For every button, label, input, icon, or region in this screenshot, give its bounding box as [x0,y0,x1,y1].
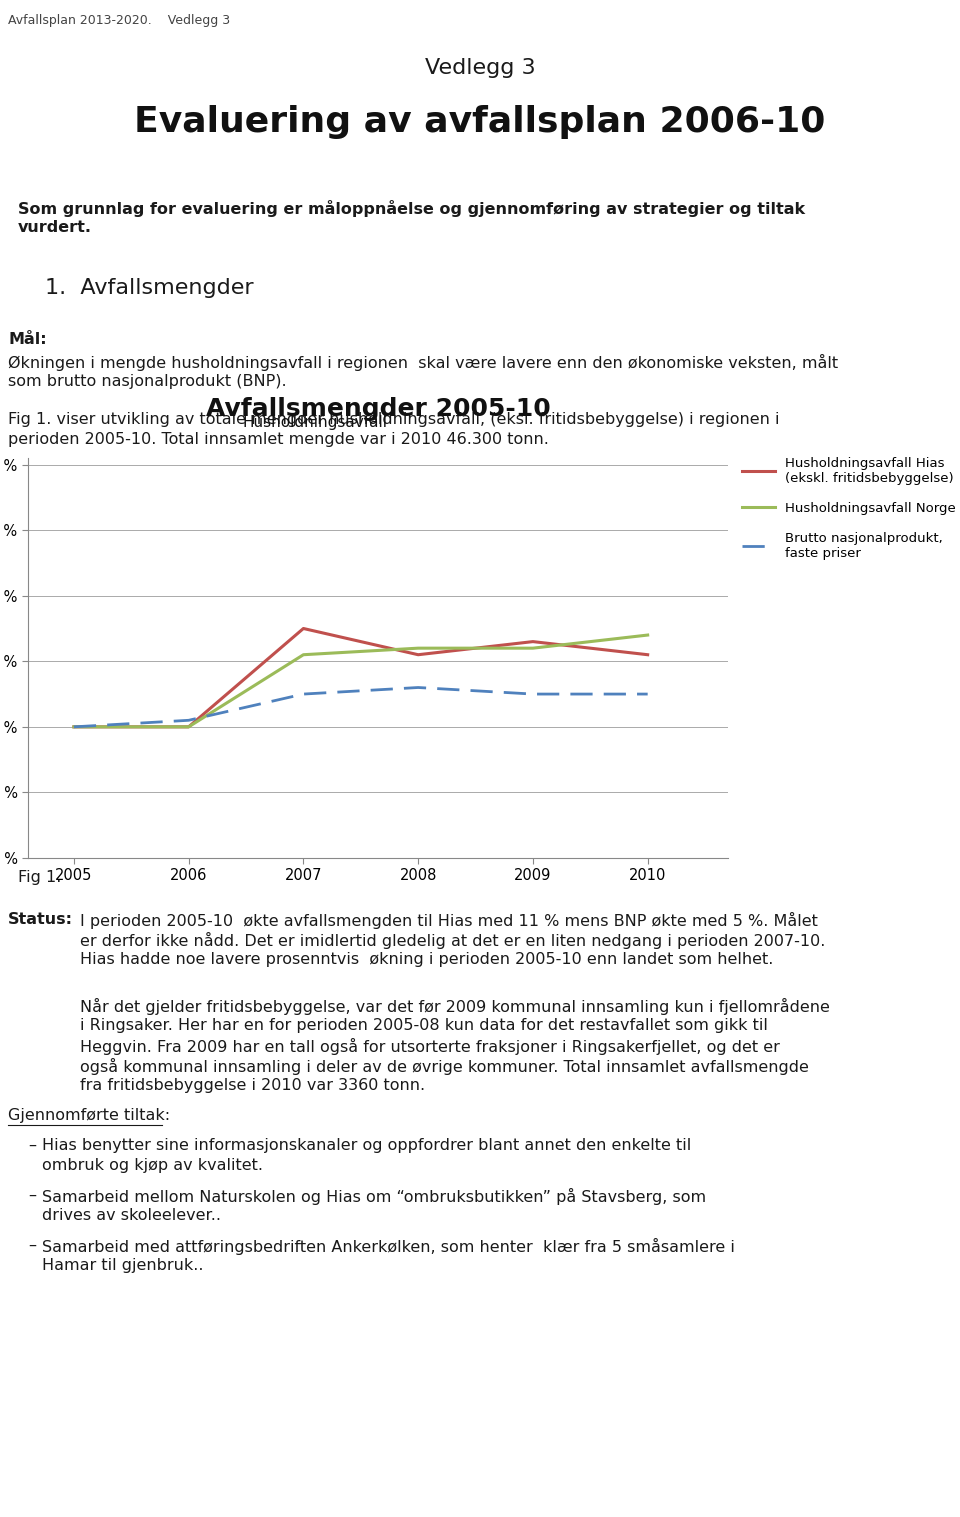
Legend: Husholdningsavfall Hias
(ekskl. fritidsbebyggelse), Husholdningsavfall Norge, Br: Husholdningsavfall Hias (ekskl. fritidsb… [741,457,956,560]
Text: Økningen i mengde husholdningsavfall i regionen  skal være lavere enn den økonom: Økningen i mengde husholdningsavfall i r… [8,353,838,372]
Text: Vedlegg 3: Vedlegg 3 [424,58,536,77]
Text: Fig 1. viser utvikling av totale mengder husholdningsavfall, (eksl. fritidsbebyg: Fig 1. viser utvikling av totale mengder… [8,413,780,426]
Text: –: – [28,1188,36,1203]
Text: Husholdningsavfall: Husholdningsavfall [243,416,388,429]
Text: er derfor ikke nådd. Det er imidlertid gledelig at det er en liten nedgang i per: er derfor ikke nådd. Det er imidlertid g… [80,931,826,950]
Text: Avfallsplan 2013-2020.    Vedlegg 3: Avfallsplan 2013-2020. Vedlegg 3 [8,14,230,27]
Text: Heggvin. Fra 2009 har en tall også for utsorterte fraksjoner i Ringsakerfjellet,: Heggvin. Fra 2009 har en tall også for u… [80,1038,780,1054]
Text: også kommunal innsamling i deler av de øvrige kommuner. Total innsamlet avfallsm: også kommunal innsamling i deler av de ø… [80,1057,809,1076]
Text: vurdert.: vurdert. [18,220,92,235]
Text: Mål:: Mål: [8,332,47,347]
Text: ombruk og kjøp av kvalitet.: ombruk og kjøp av kvalitet. [42,1157,263,1173]
Text: Gjennomførte tiltak:: Gjennomførte tiltak: [8,1107,170,1123]
Text: Evaluering av avfallsplan 2006-10: Evaluering av avfallsplan 2006-10 [134,105,826,140]
Text: Hias benytter sine informasjonskanaler og oppfordrer blant annet den enkelte til: Hias benytter sine informasjonskanaler o… [42,1138,691,1153]
Text: drives av skoleelever..: drives av skoleelever.. [42,1208,221,1223]
Text: Samarbeid mellom Naturskolen og Hias om “ombruksbutikken” på Stavsberg, som: Samarbeid mellom Naturskolen og Hias om … [42,1188,707,1204]
Text: Som grunnlag for evaluering er måloppnåelse og gjennomføring av strategier og ti: Som grunnlag for evaluering er måloppnåe… [18,200,805,217]
Title: Avfallsmengder 2005-10: Avfallsmengder 2005-10 [205,397,550,422]
Text: Når det gjelder fritidsbebyggelse, var det før 2009 kommunal innsamling kun i fj: Når det gjelder fritidsbebyggelse, var d… [80,998,829,1015]
Text: Status:: Status: [8,912,73,927]
Text: Fig 1.: Fig 1. [18,871,61,884]
Text: Hias hadde noe lavere prosenntvis  økning i perioden 2005-10 enn landet som helh: Hias hadde noe lavere prosenntvis økning… [80,953,774,966]
Text: 1.  Avfallsmengder: 1. Avfallsmengder [45,278,253,297]
Text: –: – [28,1238,36,1253]
Text: Samarbeid med attføringsbedriften Ankerkølken, som henter  klær fra 5 småsamlere: Samarbeid med attføringsbedriften Ankerk… [42,1238,734,1255]
Text: i Ringsaker. Her har en for perioden 2005-08 kun data for det restavfallet som g: i Ringsaker. Her har en for perioden 200… [80,1018,768,1033]
Text: som brutto nasjonalprodukt (BNP).: som brutto nasjonalprodukt (BNP). [8,375,287,388]
Text: perioden 2005-10. Total innsamlet mengde var i 2010 46.300 tonn.: perioden 2005-10. Total innsamlet mengde… [8,432,549,448]
Text: Hamar til gjenbruk..: Hamar til gjenbruk.. [42,1258,204,1273]
Text: fra fritidsbebyggelse i 2010 var 3360 tonn.: fra fritidsbebyggelse i 2010 var 3360 to… [80,1079,425,1094]
Text: I perioden 2005-10  økte avfallsmengden til Hias med 11 % mens BNP økte med 5 %.: I perioden 2005-10 økte avfallsmengden t… [80,912,818,928]
Text: –: – [28,1138,36,1153]
